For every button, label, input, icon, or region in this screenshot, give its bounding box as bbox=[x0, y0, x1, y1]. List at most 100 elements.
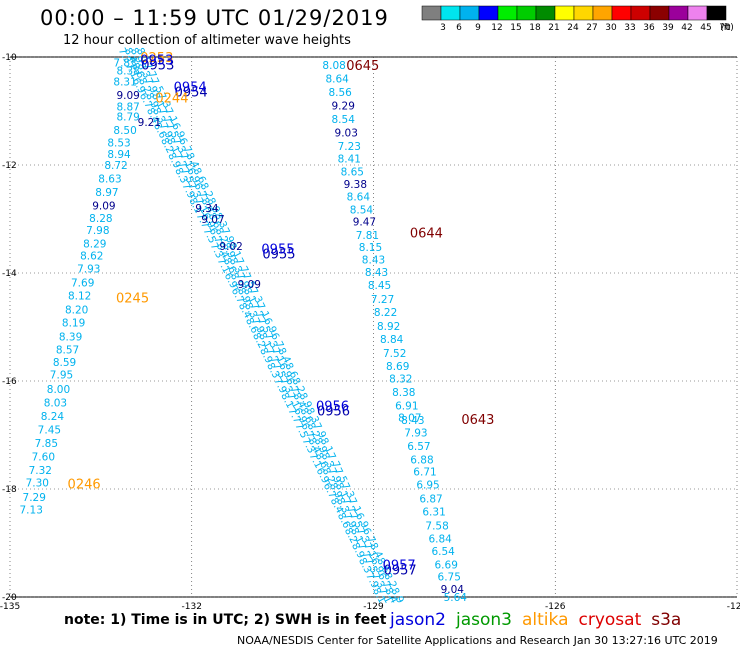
swh-value: 6.84 bbox=[428, 534, 452, 546]
swh-value: 9.47 bbox=[353, 217, 376, 229]
legend-label: 36 bbox=[643, 23, 655, 33]
satellite-cryosat: cryosat bbox=[578, 610, 642, 630]
time-label-altika: 0253 bbox=[140, 51, 173, 66]
swh-value: 7.69 bbox=[71, 278, 94, 290]
swh-value: 7.58 bbox=[425, 521, 448, 533]
swh-value: 8.62 bbox=[80, 251, 103, 263]
swh-value: 8.64 bbox=[325, 74, 349, 86]
swh-value: 8.43 bbox=[365, 267, 388, 279]
swh-value: 8.38 bbox=[392, 387, 415, 399]
time-label-s3a: 0645 bbox=[346, 59, 379, 74]
time-label-shadow: 0957 bbox=[384, 564, 417, 579]
swh-value: 6.71 bbox=[413, 467, 436, 479]
swh-value: 7.85 bbox=[35, 438, 58, 450]
legend-label: 24 bbox=[567, 23, 579, 33]
swh-value: 7.23 bbox=[338, 141, 361, 153]
swh-value: 8.07 bbox=[398, 413, 421, 425]
legend-label: 33 bbox=[624, 23, 636, 33]
swh-value: 8.45 bbox=[368, 280, 391, 292]
time-label-altika: 0245 bbox=[116, 291, 149, 306]
swh-value: 8.92 bbox=[377, 321, 400, 333]
satellite-key: jason2 jason3 altika cryosat s3a bbox=[390, 610, 691, 630]
swh-value: 7.60 bbox=[32, 452, 55, 464]
legend-label: 45 bbox=[700, 23, 712, 33]
swh-value: 8.15 bbox=[359, 242, 382, 254]
swh-value: 9.34 bbox=[195, 203, 219, 215]
swh-value: 8.53 bbox=[107, 137, 130, 149]
time-label-s3a: 0644 bbox=[410, 227, 443, 242]
footer-note: note: 1) Time is in UTC; 2) SWH is in fe… bbox=[64, 612, 387, 628]
swh-value: 6.54 bbox=[431, 546, 455, 558]
x-tick-label: -129 bbox=[363, 602, 384, 612]
swh-value: 7.93 bbox=[77, 264, 100, 276]
time-label-altika: 0244 bbox=[155, 92, 188, 107]
swh-value: 8.38 bbox=[116, 66, 139, 78]
swh-value: 6.57 bbox=[407, 441, 430, 453]
legend-label: 27 bbox=[586, 23, 598, 33]
time-label-jason2: 0953 bbox=[140, 54, 173, 69]
swh-value: 8.39 bbox=[59, 332, 82, 344]
time-label-shadow: 0955 bbox=[262, 248, 295, 263]
satellite-altika: altika bbox=[522, 610, 569, 630]
satellite-jason2: jason2 bbox=[390, 610, 446, 630]
legend-label: 3 bbox=[440, 23, 446, 33]
y-tick-label: -18 bbox=[2, 485, 17, 495]
swh-value: 7.81 bbox=[356, 230, 379, 242]
swh-value: 9.02 bbox=[219, 241, 242, 253]
legend-swatch-70 bbox=[706, 5, 727, 21]
time-label-jason2: 0955 bbox=[261, 243, 294, 258]
swh-value: 8.56 bbox=[328, 87, 352, 99]
swh-value: 8.65 bbox=[341, 166, 364, 178]
swh-value: 8.84 bbox=[380, 334, 404, 346]
swh-value: 8.32 bbox=[389, 373, 412, 385]
chart-title: 00:00 – 11:59 UTC 01/29/2019 bbox=[40, 6, 389, 30]
color-legend bbox=[421, 5, 727, 21]
time-label-s3a: 0643 bbox=[461, 413, 494, 428]
swh-value: 8.59 bbox=[53, 357, 76, 369]
swh-value: 6.31 bbox=[422, 507, 445, 519]
legend-label: 70 bbox=[719, 23, 731, 33]
swh-value: 6.95 bbox=[416, 480, 439, 492]
satellite-jason3: jason3 bbox=[456, 610, 512, 630]
swh-value: 6.69 bbox=[435, 560, 458, 572]
swh-value: 8.03 bbox=[44, 398, 67, 410]
swh-value: 8.00 bbox=[47, 384, 70, 396]
time-label-jason2: 0956 bbox=[316, 399, 349, 414]
swh-value: 8.64 bbox=[347, 191, 371, 203]
swh-value: 5.64 bbox=[444, 592, 468, 604]
swh-value: 8.41 bbox=[338, 154, 361, 166]
swh-value: 9.04 bbox=[441, 584, 465, 596]
swh-value: 8.57 bbox=[56, 345, 79, 357]
legend-unit: (ft) bbox=[720, 23, 734, 33]
swh-value: 7.45 bbox=[38, 425, 61, 437]
swh-value: 7.95 bbox=[50, 370, 73, 382]
swh-value: 8.54 bbox=[332, 114, 356, 126]
time-label-shadow: 0954 bbox=[175, 86, 208, 101]
swh-value: 8.63 bbox=[98, 174, 121, 186]
swh-value: 7.32 bbox=[29, 465, 52, 477]
swh-value: 8.69 bbox=[386, 361, 409, 373]
y-tick-label: -12 bbox=[2, 161, 17, 171]
time-label-jason2: 0954 bbox=[174, 81, 207, 96]
swh-value: 8.87 bbox=[116, 102, 139, 114]
legend-label: 9 bbox=[475, 23, 481, 33]
swh-value: 7.27 bbox=[371, 294, 394, 306]
legend-label: 21 bbox=[548, 23, 560, 33]
credit-line: NOAA/NESDIS Center for Satellite Applica… bbox=[237, 634, 718, 647]
y-tick-label: -16 bbox=[2, 377, 17, 387]
legend-label: 39 bbox=[662, 23, 674, 33]
swh-value: 6.91 bbox=[395, 400, 418, 412]
swh-value: 9.03 bbox=[335, 128, 358, 140]
swh-value: 8.79 bbox=[116, 111, 139, 123]
time-label-altika: 0246 bbox=[68, 478, 101, 493]
y-tick-label: -14 bbox=[2, 269, 17, 279]
swh-value: 9.09 bbox=[92, 201, 115, 213]
swh-value: 8.29 bbox=[83, 238, 106, 250]
swh-value: 8.43 bbox=[362, 255, 385, 267]
swh-value: 8.22 bbox=[374, 307, 397, 319]
swh-value: 7.93 bbox=[404, 427, 427, 439]
swh-value: 6.88 bbox=[410, 454, 433, 466]
legend-label: 30 bbox=[605, 23, 617, 33]
swh-value: 7.30 bbox=[26, 478, 49, 490]
